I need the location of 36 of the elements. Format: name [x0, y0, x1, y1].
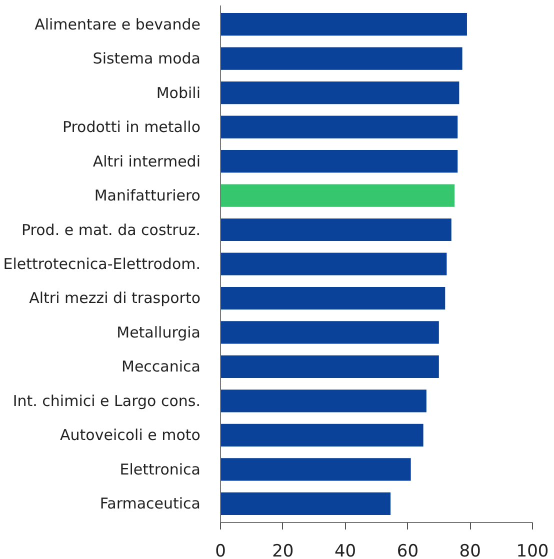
y-tick-label: Elettronica	[120, 460, 200, 478]
y-tick-label: Meccanica	[122, 358, 201, 376]
bar	[220, 424, 424, 446]
bar	[220, 492, 391, 515]
x-tick-label: 60	[396, 542, 419, 559]
y-tick-label: Prod. e mat. da costruz.	[22, 220, 201, 239]
bar	[220, 390, 426, 412]
y-tick-label: Manifatturiero	[94, 186, 201, 205]
bar	[220, 150, 458, 173]
y-tick-label: Metallurgia	[116, 323, 201, 342]
bar	[220, 286, 446, 310]
bar	[220, 321, 439, 344]
bar	[220, 355, 439, 378]
x-tick-label: 80	[459, 542, 481, 559]
bar	[220, 82, 460, 104]
y-tick-label: Int. chimici e Largo cons.	[12, 392, 201, 410]
y-tick-label: Sistema moda	[92, 50, 201, 68]
y-tick-label: Autoveicoli e moto	[60, 426, 201, 444]
bar	[220, 458, 411, 481]
x-tick-label: 40	[334, 542, 356, 559]
bar	[220, 252, 447, 276]
x-tick-label: 0	[215, 542, 226, 559]
y-tick-label: Mobili	[156, 84, 201, 102]
y-tick-label: Elettrotecnica-Elettrodom.	[3, 255, 200, 273]
y-tick-label: Altri mezzi di trasporto	[29, 289, 201, 308]
x-tick-label: 100	[516, 542, 549, 559]
y-tick-label: Prodotti in metallo	[62, 118, 200, 136]
bar	[220, 184, 454, 207]
bar	[220, 218, 452, 242]
x-tick-label: 20	[272, 542, 294, 559]
y-tick-label: Farmaceutica	[100, 494, 201, 513]
y-tick-label: Altri intermedi	[92, 152, 201, 170]
bar	[220, 47, 462, 70]
y-tick-label: Alimentare e bevande	[34, 15, 201, 34]
bar	[220, 116, 458, 138]
bar	[220, 13, 467, 36]
